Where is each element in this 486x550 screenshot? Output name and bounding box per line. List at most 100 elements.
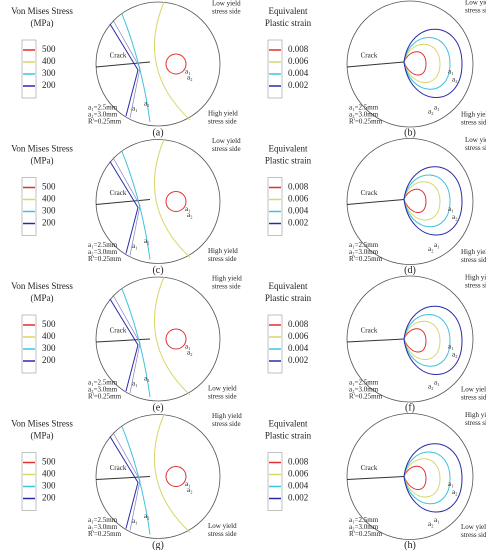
parameter: R'=0.25mm: [349, 118, 383, 126]
contour: [403, 465, 427, 490]
legend-item: 200: [42, 218, 56, 228]
legend-item: 0.002: [288, 218, 308, 228]
curve-label: a₁: [132, 105, 138, 113]
crack-label: Crack: [110, 464, 127, 472]
side-label: High yield: [212, 412, 242, 420]
crack: [95, 61, 151, 68]
legend-title: Plastic strain: [265, 18, 312, 28]
side-label: stress side: [461, 394, 486, 402]
curve-label: a₁: [434, 104, 440, 112]
contour: [403, 458, 441, 498]
contour: [403, 320, 441, 360]
legend-item: 0.006: [288, 469, 309, 479]
curve-label: a₂: [428, 520, 434, 528]
contour: [403, 37, 451, 90]
contour: [153, 414, 191, 533]
contour: [403, 181, 441, 221]
legend-box: [267, 314, 283, 374]
legend-item: 300: [42, 206, 56, 216]
curve-label: a₂: [144, 375, 150, 383]
curve-label: a₂: [187, 486, 193, 494]
legend-item: 0.006: [288, 331, 309, 341]
contour: [153, 276, 191, 396]
crack: [95, 476, 151, 480]
legend-item: 200: [42, 493, 56, 503]
side-label: High yield: [208, 110, 238, 118]
side-label: Low yield: [461, 386, 486, 394]
legend-item: 0.002: [288, 80, 308, 90]
parameter: a₂=3.0mm: [349, 386, 379, 394]
side-label: High yield: [461, 248, 486, 256]
legend-title: Plastic strain: [265, 156, 312, 166]
specimen: [95, 276, 221, 402]
legend-item: 400: [42, 56, 56, 66]
parameter: a₂=3.0mm: [349, 248, 379, 256]
contour: [403, 174, 451, 228]
curve-label: a₁: [185, 68, 191, 76]
curve-label: a₂: [428, 245, 434, 253]
side-label: Low yield: [465, 0, 486, 7]
legend-item: 200: [42, 80, 56, 90]
legend-box: [21, 452, 37, 511]
legend-box: [267, 452, 283, 511]
parameter: a₁=2.5mm: [349, 104, 379, 112]
crack-label: Crack: [361, 464, 378, 472]
side-label: Low yield: [208, 522, 237, 530]
side-label: Low yield: [465, 136, 486, 144]
legend-title: Von Mises Stress: [11, 6, 73, 16]
curve-label: a₂: [452, 488, 458, 496]
parameter: a₁=2.5mm: [88, 516, 118, 524]
panel-label: (g): [152, 540, 164, 550]
contour: [403, 443, 463, 513]
legend-box: [21, 177, 37, 236]
curve-label: a₂: [144, 237, 150, 245]
curve-label: a₁: [448, 205, 454, 213]
crack: [95, 338, 151, 343]
panel-label: (f): [405, 402, 415, 413]
contour: [403, 451, 451, 505]
legend-item: 0.008: [288, 319, 309, 329]
curve-label: a₁: [132, 517, 138, 525]
curve-label: a₂: [452, 351, 458, 359]
curve-label: a₁: [434, 516, 440, 524]
specimen: [95, 139, 221, 264]
legend-item: 0.008: [288, 44, 309, 54]
legend-title: Von Mises Stress: [11, 144, 73, 154]
crack-label: Crack: [361, 327, 378, 335]
contour: [109, 161, 139, 254]
panel-label: (b): [404, 127, 416, 138]
contour: [109, 23, 139, 117]
side-label: stress side: [461, 531, 486, 539]
contour: [403, 328, 427, 353]
side-label: High yield: [208, 247, 238, 255]
legend-title: Equivalent: [269, 281, 308, 291]
contour: [109, 298, 139, 392]
legend-title: Von Mises Stress: [11, 281, 73, 291]
crack: [346, 476, 405, 480]
contour: [112, 19, 141, 119]
curve-label: a₁: [132, 380, 138, 388]
specimen: [346, 413, 474, 540]
parameter: R'=0.25mm: [349, 393, 383, 401]
legend-item: 500: [42, 319, 56, 329]
crack: [346, 338, 405, 343]
contour: [165, 466, 187, 487]
side-label: High yield: [461, 111, 486, 119]
side-label: stress side: [212, 283, 241, 291]
legend-title: Von Mises Stress: [11, 419, 73, 429]
curve-label: a₂: [187, 74, 193, 82]
crack-label: Crack: [110, 189, 127, 197]
panel-label: (a): [152, 127, 163, 138]
legend-item: 300: [42, 481, 56, 491]
crack: [95, 199, 151, 205]
side-label: stress side: [465, 7, 486, 15]
legend-item: 0.004: [288, 68, 309, 78]
contour: [112, 432, 141, 531]
legend-item: 0.008: [288, 457, 309, 467]
specimen: [346, 275, 474, 403]
parameter: a₂=3.0mm: [88, 248, 118, 256]
legend-item: 200: [42, 355, 56, 365]
parameter: R'=0.25mm: [88, 118, 122, 126]
side-label: stress side: [208, 255, 237, 263]
